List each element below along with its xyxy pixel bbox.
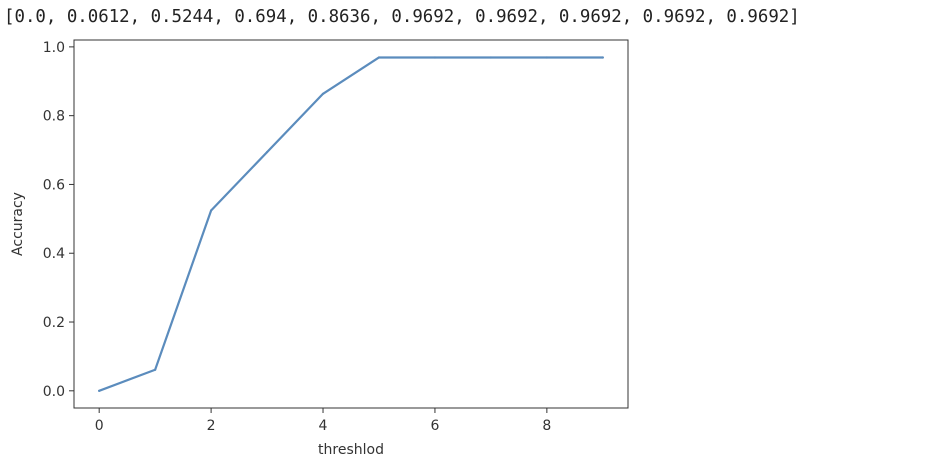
data-point (210, 209, 213, 212)
y-tick-label: 0.8 (43, 109, 65, 125)
data-point (489, 56, 492, 59)
x-tick-label: 0 (95, 418, 104, 434)
y-axis-label: Accuracy (10, 192, 26, 256)
y-tick-label: 1.0 (43, 40, 65, 56)
plot-area: 0 2 4 6 8 0.0 0.2 0.4 0.6 0.8 1.0 (43, 39, 629, 434)
data-point (98, 389, 101, 392)
series-line (98, 56, 604, 392)
y-tick-label: 0.4 (43, 246, 65, 262)
axes-frame (73, 39, 629, 409)
x-tick-label: 2 (207, 418, 216, 434)
data-point (433, 56, 437, 59)
x-axis-label: threshlod (318, 442, 384, 458)
data-point (321, 92, 325, 95)
y-tick-label: 0.2 (43, 315, 65, 331)
y-tick-label: 0.6 (43, 177, 65, 193)
data-point (601, 56, 604, 59)
x-tick-label: 8 (542, 418, 551, 434)
data-point (154, 368, 157, 371)
x-tick-label: 4 (319, 418, 328, 434)
y-tick-label: 0.0 (43, 384, 65, 400)
data-point (377, 56, 381, 59)
printed-accuracy-list: [0.0, 0.0612, 0.5244, 0.694, 0.8636, 0.9… (4, 7, 800, 27)
data-point (545, 56, 548, 59)
data-point (265, 151, 269, 154)
x-tick-label: 6 (430, 418, 439, 434)
